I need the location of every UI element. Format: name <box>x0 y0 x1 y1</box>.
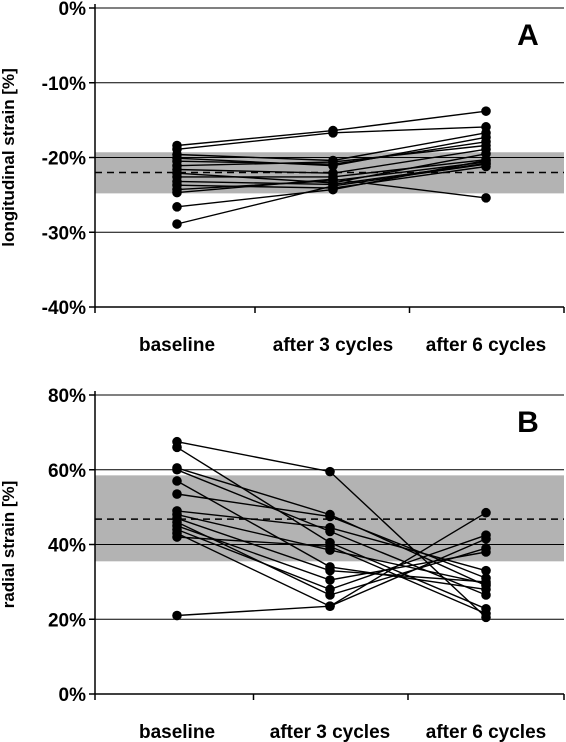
panel-a: 0% -10% -20% -30% -40% baseline after 3 cycles… <box>0 0 565 356</box>
data-point <box>325 511 335 522</box>
data-point <box>481 507 491 518</box>
data-point <box>172 219 182 229</box>
y-tick-label: -20% <box>42 149 86 170</box>
y-tick-label: 0% <box>59 0 87 20</box>
panel-label: B <box>517 406 539 439</box>
y-tick-label: -40% <box>42 298 86 319</box>
data-point <box>172 202 182 212</box>
data-point <box>481 534 491 544</box>
data-point <box>328 157 338 167</box>
data-point <box>325 601 335 611</box>
y-tick-label: 60% <box>48 461 86 482</box>
y-tick-label: 80% <box>48 386 86 407</box>
data-point <box>172 442 182 453</box>
data-point <box>172 489 182 499</box>
data-point <box>325 541 335 552</box>
data-point <box>325 575 335 585</box>
data-point <box>328 181 338 191</box>
panel-label: A <box>517 19 539 52</box>
y-axis-label: radial strain [%] <box>0 481 18 609</box>
y-tick-label: 20% <box>48 610 86 631</box>
panel-b: 80% 60% 40% 20% 0% baseline after 3 cycles afte… <box>0 386 565 742</box>
y-axis-label: longitudinal strain [%] <box>0 68 18 247</box>
x-tick-label: after 3 cycles <box>270 722 390 742</box>
data-point <box>481 106 491 116</box>
x-tick-label: after 6 cycles <box>426 335 546 356</box>
x-tick-label: baseline <box>139 722 215 742</box>
y-tick-label: 0% <box>59 685 87 706</box>
x-tick-label: baseline <box>139 335 215 356</box>
data-point <box>481 193 491 203</box>
data-point <box>328 128 338 138</box>
data-point <box>325 522 335 533</box>
data-point <box>481 159 491 170</box>
data-point <box>172 532 182 542</box>
data-point <box>172 476 182 486</box>
data-point <box>325 584 335 595</box>
data-point <box>481 608 491 619</box>
data-point <box>325 565 335 576</box>
y-tick-label: -10% <box>42 74 86 95</box>
data-point <box>172 464 182 475</box>
data-point <box>172 610 182 621</box>
y-tick-label: 40% <box>48 536 86 557</box>
data-point <box>325 466 335 477</box>
x-tick-label: after 3 cycles <box>273 335 393 356</box>
data-point <box>481 565 491 576</box>
x-tick-label: after 6 cycles <box>426 722 546 742</box>
data-point <box>172 187 182 198</box>
data-point <box>481 547 491 557</box>
data-point <box>328 174 338 184</box>
y-tick-label: -30% <box>42 223 86 244</box>
data-point <box>481 577 491 587</box>
